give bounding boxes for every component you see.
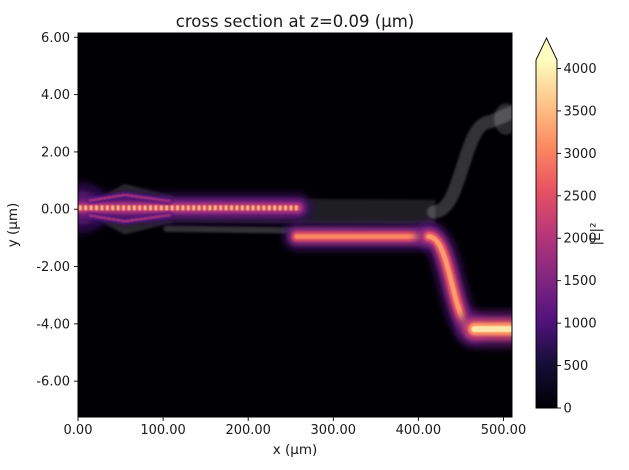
x-tick-label: 0.00 — [64, 423, 93, 438]
colorbar: 0 500 1000 1500 2000 2500 3000 3500 4000 — [535, 36, 597, 417]
colorbar-tick-label: 500 — [564, 359, 589, 374]
y-tick-label: -4.00 — [36, 317, 70, 332]
y-tick-label: 4.00 — [41, 88, 70, 103]
x-tick-label: 500.00 — [481, 423, 527, 438]
field-taper-fringe-upper — [88, 193, 172, 203]
y-tick-label: -2.00 — [36, 260, 70, 275]
plot-border — [77, 32, 513, 418]
y-tick-label: 2.00 — [41, 145, 70, 160]
colorbar-tick-label: 1500 — [564, 274, 597, 289]
y-tick-label: -6.00 — [36, 375, 70, 390]
y-tick-label: 0.00 — [41, 203, 70, 218]
x-tick-label: 400.00 — [396, 423, 442, 438]
colorbar-tick-label: 4000 — [564, 62, 597, 77]
colorbar-outline — [535, 36, 558, 409]
colorbar-tick-label: 3500 — [564, 104, 597, 119]
x-axis-label: x (μm) — [273, 442, 318, 458]
colorbar-label: |E|² — [588, 222, 604, 245]
colorbar-gradient — [536, 60, 557, 408]
colorbar-tick-label: 3000 — [564, 147, 597, 162]
x-tick-label: 200.00 — [225, 423, 271, 438]
colorbar-extend-max-triangle — [536, 38, 557, 60]
overlay-upper-branch-end — [494, 103, 512, 135]
y-tick-label: 6.00 — [41, 31, 70, 46]
overlay-upper-branch-bend — [427, 105, 512, 219]
x-tick-label: 100.00 — [140, 423, 186, 438]
x-tick-label: 300.00 — [311, 423, 357, 438]
colorbar-tick-label: 1000 — [564, 317, 597, 332]
y-axis-label: y (μm) — [5, 203, 21, 248]
chart-title: cross section at z=0.09 (μm) — [176, 12, 414, 31]
field-intensity-layer — [78, 182, 512, 348]
field-taper-fringe-lower — [88, 213, 172, 223]
colorbar-tick-label: 2000 — [564, 232, 597, 247]
axes-ticks: 0.00 100.00 200.00 300.00 400.00 500.00 6.00 4.… — [36, 31, 526, 438]
colorbar-tick-label: 0 — [564, 402, 572, 417]
colorbar-tick-label: 2500 — [564, 189, 597, 204]
